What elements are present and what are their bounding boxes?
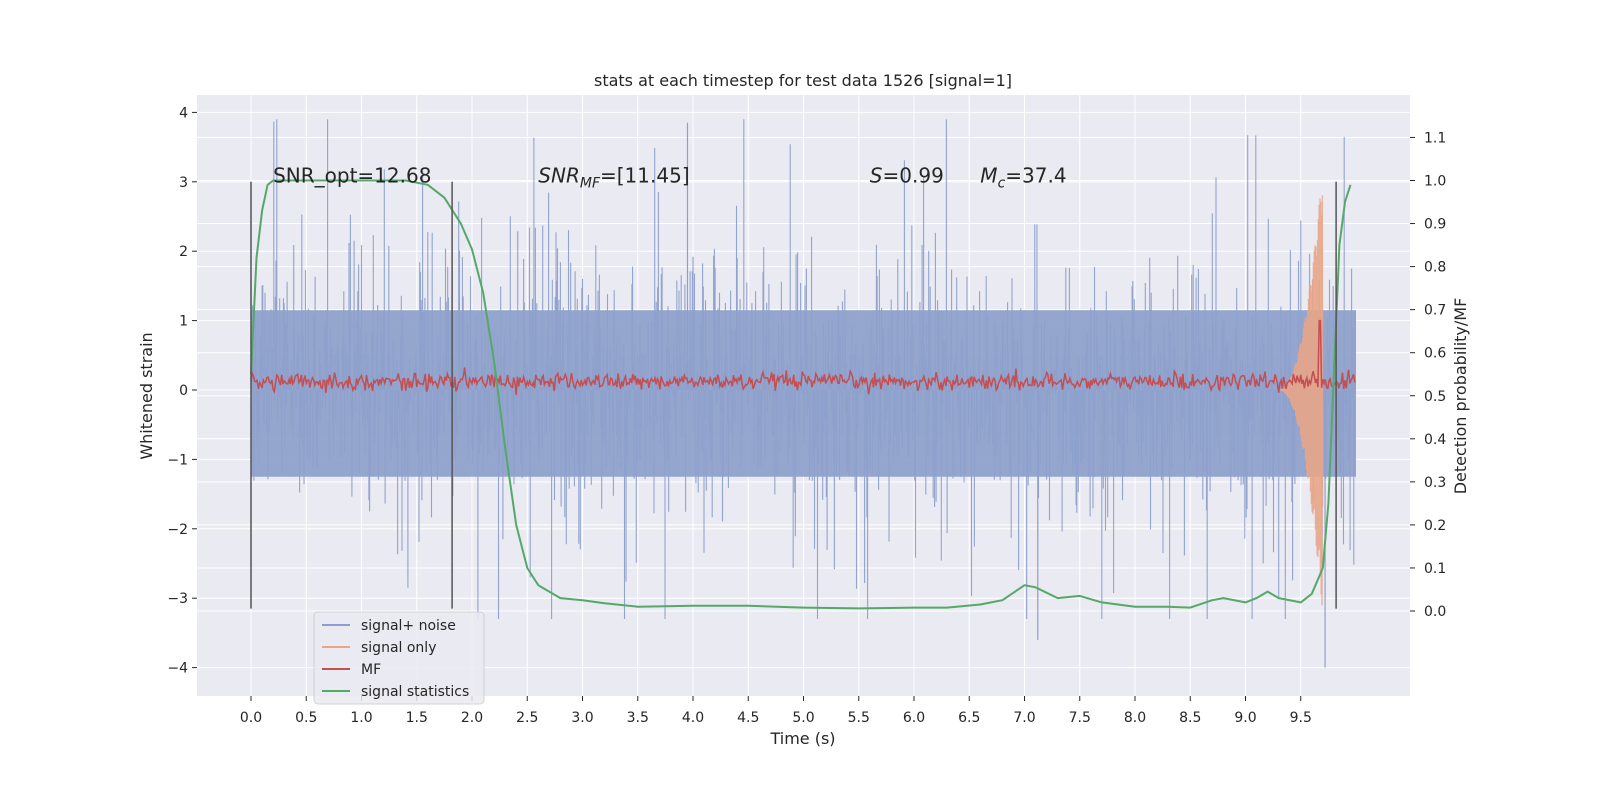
annotation-main: M <box>980 163 997 187</box>
x-tick-label: 6.0 <box>903 710 925 726</box>
annotation-rest: =37.4 <box>1005 163 1066 187</box>
x-tick-label: 0.5 <box>295 710 317 726</box>
signal-noise-peaks <box>686 122 1326 668</box>
series-layer <box>250 119 1356 668</box>
x-tick-label: 7.0 <box>1013 710 1035 726</box>
y-tick-label: −3 <box>167 591 188 607</box>
y-right-tick-label: 0.1 <box>1424 561 1446 577</box>
legend-label: signal+ noise <box>361 618 456 634</box>
annotation-text: SNR_opt=12.68 <box>273 163 431 187</box>
y-right-tick-label: 0.3 <box>1424 475 1446 491</box>
signal-only-line <box>1278 195 1324 606</box>
annotation-sub: MF <box>580 175 601 191</box>
y-axis-right-ticks: 1.1 1.0 0.9 0.8 0.7 0.6 0.5 0.4 0.3 0.2 0.1 0.0 <box>1410 130 1446 620</box>
x-tick-label: 4.0 <box>682 710 704 726</box>
x-tick-label: 8.5 <box>1179 710 1201 726</box>
legend-label: signal only <box>361 640 436 656</box>
y-right-tick-label: 0.8 <box>1424 260 1446 276</box>
y-tick-label: 2 <box>179 244 188 260</box>
y-right-tick-label: 0.7 <box>1424 303 1446 319</box>
annotation-main: SNR <box>538 163 580 187</box>
y-axis-label: Whitened strain <box>137 332 156 459</box>
y-tick-label: 3 <box>179 175 188 191</box>
x-tick-label: 4.5 <box>737 710 759 726</box>
x-tick-label: 3.5 <box>627 710 649 726</box>
annotation-text: S=0.99 <box>870 163 944 187</box>
x-axis-label: Time (s) <box>769 729 835 748</box>
y-right-tick-label: 0.6 <box>1424 346 1446 362</box>
y-right-tick-label: 1.0 <box>1424 174 1446 190</box>
x-tick-label: 3.0 <box>571 710 593 726</box>
y-tick-label: −1 <box>167 452 188 468</box>
y-right-tick-label: 0.2 <box>1424 518 1446 534</box>
x-tick-label: 1.5 <box>406 710 428 726</box>
y-right-tick-label: 0.4 <box>1424 432 1446 448</box>
annotation-rest: =[11.45] <box>600 163 690 187</box>
x-axis-ticks: 0.0 0.5 1.0 1.5 2.0 2.5 3.0 3.5 4.0 4.5 5.0 5.5 6.0 6… <box>240 696 1312 726</box>
y-right-tick-label: 1.1 <box>1424 130 1446 146</box>
chart-title: stats at each timestep for test data 152… <box>594 71 1012 90</box>
x-tick-label: 9.0 <box>1234 710 1256 726</box>
annotation-rest: =0.99 <box>883 163 944 187</box>
y-tick-label: 0 <box>179 383 188 399</box>
x-tick-label: 8.0 <box>1124 710 1146 726</box>
x-tick-label: 2.0 <box>461 710 483 726</box>
y-axis-ticks: 4 3 2 1 0 −1 −2 −3 −4 <box>167 105 197 677</box>
x-tick-label: 7.5 <box>1069 710 1091 726</box>
y-axis-right-label: Detection probability/MF <box>1451 298 1470 495</box>
signal-statistics-line <box>250 179 1352 610</box>
legend-box <box>313 611 485 705</box>
annotation-text: SNRMF=[11.45] <box>538 163 689 191</box>
legend-label: MF <box>361 662 381 678</box>
y-right-tick-label: 0.9 <box>1424 217 1446 233</box>
y-tick-label: −2 <box>167 522 188 538</box>
x-tick-label: 9.5 <box>1290 710 1312 726</box>
y-right-tick-label: 0.5 <box>1424 389 1446 405</box>
x-tick-label: 2.5 <box>516 710 538 726</box>
x-tick-label: 6.5 <box>958 710 980 726</box>
y-tick-label: 1 <box>179 314 188 330</box>
annotation-main: S <box>870 163 883 187</box>
x-tick-label: 5.0 <box>792 710 814 726</box>
legend: signal+ noise signal only MF signal statist… <box>313 611 485 705</box>
x-tick-label: 1.0 <box>350 710 372 726</box>
x-tick-label: 5.5 <box>848 710 870 726</box>
y-tick-label: −4 <box>167 661 188 677</box>
legend-label: signal statistics <box>361 684 469 700</box>
y-right-tick-label: 0.0 <box>1424 604 1446 620</box>
annotation-sub: c <box>998 175 1006 191</box>
y-tick-label: 4 <box>179 105 188 121</box>
mf-line <box>250 319 1356 395</box>
annotations: SNR_opt=12.68 SNRMF=[11.45] S=0.99 Mc=37.4 <box>273 163 1066 191</box>
x-tick-label: 0.0 <box>240 710 262 726</box>
annotation-text: Mc=37.4 <box>980 163 1066 191</box>
vertical-markers <box>250 181 1337 609</box>
